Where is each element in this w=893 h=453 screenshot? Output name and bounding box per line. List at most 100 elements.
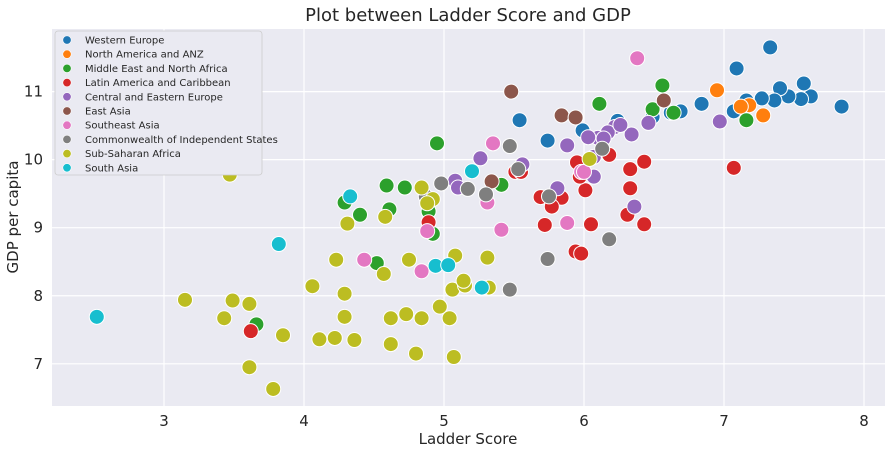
legend-label: East Asia [85,107,131,118]
y-tick-label: 11 [24,83,43,101]
data-point-east-asia [553,107,570,124]
data-point-sub-saharan-africa [479,249,496,266]
legend-label: Sub-Saharan Africa [85,149,181,160]
data-point-southeast-asia [356,251,373,268]
y-axis-label: GDP per capita [4,161,22,274]
legend-marker [62,149,72,159]
data-point-sub-saharan-africa [336,308,353,325]
legend-label: Central and Eastern Europe [85,92,223,103]
legend-marker [62,106,72,116]
data-point-commonwealth-of-independent-states [501,138,518,155]
data-point-sub-saharan-africa [401,251,417,268]
legend: Western Europe North America and ANZ Middl… [54,30,278,176]
legend-marker [62,92,72,102]
data-point-central-and-eastern-europe [623,126,640,143]
legend-marker [62,63,72,73]
data-point-latin-america-and-caribbean [622,180,639,197]
data-point-southeast-asia [413,263,430,280]
data-point-sub-saharan-africa [326,329,343,346]
data-point-sub-saharan-africa [177,291,193,308]
x-tick-label: 4 [299,412,309,430]
data-point-sub-saharan-africa [339,215,356,232]
data-point-middle-east-and-north-africa [665,104,682,121]
data-point-sub-saharan-africa [265,380,282,397]
y-tick-label: 8 [33,287,43,305]
data-point-commonwealth-of-independent-states [501,281,518,298]
data-point-sub-saharan-africa [382,336,399,353]
y-tick-label: 7 [33,355,43,373]
data-point-south-asia [342,188,359,205]
legend-label: Middle East and North Africa [85,64,228,75]
data-point-southeast-asia [629,50,646,67]
data-point-western-europe [511,112,528,129]
data-point-central-and-eastern-europe [559,137,576,154]
data-point-central-and-eastern-europe [711,113,728,130]
data-point-sub-saharan-africa [377,208,394,225]
data-point-east-asia [655,92,672,109]
legend-label: Commonwealth of Independent States [85,135,278,146]
data-point-sub-saharan-africa [431,298,448,315]
data-point-southeast-asia [485,135,501,152]
data-point-latin-america-and-caribbean [242,323,259,340]
data-points [88,39,850,397]
x-tick-label: 5 [439,412,449,430]
data-point-southeast-asia [493,221,510,238]
legend-label: South Asia [85,163,138,174]
data-point-central-and-eastern-europe [472,150,489,167]
data-point-south-asia [440,257,457,274]
data-point-north-america-and-anz [755,107,772,124]
data-point-central-and-eastern-europe [626,198,643,215]
data-point-sub-saharan-africa [241,359,258,376]
data-point-sub-saharan-africa [241,295,258,312]
data-point-south-asia [270,236,287,253]
legend-box [54,30,263,176]
data-point-sub-saharan-africa [413,179,430,196]
data-point-western-europe [539,132,556,149]
data-point-sub-saharan-africa [224,292,241,309]
data-point-sub-saharan-africa [408,345,424,362]
data-point-western-europe [833,98,850,115]
tick-labels: 3 4 5 6 7 8 7 8 9 10 11 [24,83,869,430]
data-point-western-europe [762,39,779,56]
data-point-commonwealth-of-independent-states [459,180,476,197]
data-point-latin-america-and-caribbean [636,216,653,233]
data-point-south-asia [473,279,490,296]
data-point-sub-saharan-africa [336,285,353,302]
data-point-sub-saharan-africa [304,278,321,295]
data-point-western-europe [795,75,812,92]
data-point-commonwealth-of-independent-states [541,188,557,205]
data-point-commonwealth-of-independent-states [601,231,618,248]
data-point-middle-east-and-north-africa [654,77,671,94]
legend-marker [62,49,72,59]
data-point-middle-east-and-north-africa [396,179,413,196]
legend-label: Southeast Asia [85,121,160,132]
data-point-sub-saharan-africa [413,310,430,327]
data-point-western-europe [753,90,770,107]
data-point-sub-saharan-africa [375,265,392,282]
data-point-sub-saharan-africa [445,349,462,366]
legend-marker [62,35,72,45]
data-point-latin-america-and-caribbean [536,216,553,233]
legend-label: Western Europe [85,36,164,47]
data-point-latin-america-and-caribbean [573,245,590,262]
data-point-commonwealth-of-independent-states [594,140,611,157]
data-point-sub-saharan-africa [441,310,458,327]
data-point-commonwealth-of-independent-states [478,186,494,203]
data-point-latin-america-and-caribbean [636,153,653,170]
x-tick-label: 8 [859,412,869,430]
data-point-sub-saharan-africa [311,331,328,348]
data-point-latin-america-and-caribbean [583,216,599,233]
data-point-western-europe [728,60,745,77]
x-tick-label: 7 [719,412,729,430]
data-point-sub-saharan-africa [419,195,436,212]
data-point-central-and-eastern-europe [640,114,657,131]
data-point-east-asia [567,109,584,126]
data-point-north-america-and-anz [709,82,725,99]
legend-label: Latin America and Caribbean [85,78,231,89]
x-tick-label: 3 [159,412,169,430]
data-point-sub-saharan-africa [328,251,345,268]
data-point-south-asia [88,308,105,325]
data-point-middle-east-and-north-africa [352,206,368,223]
data-point-south-asia [464,163,480,180]
